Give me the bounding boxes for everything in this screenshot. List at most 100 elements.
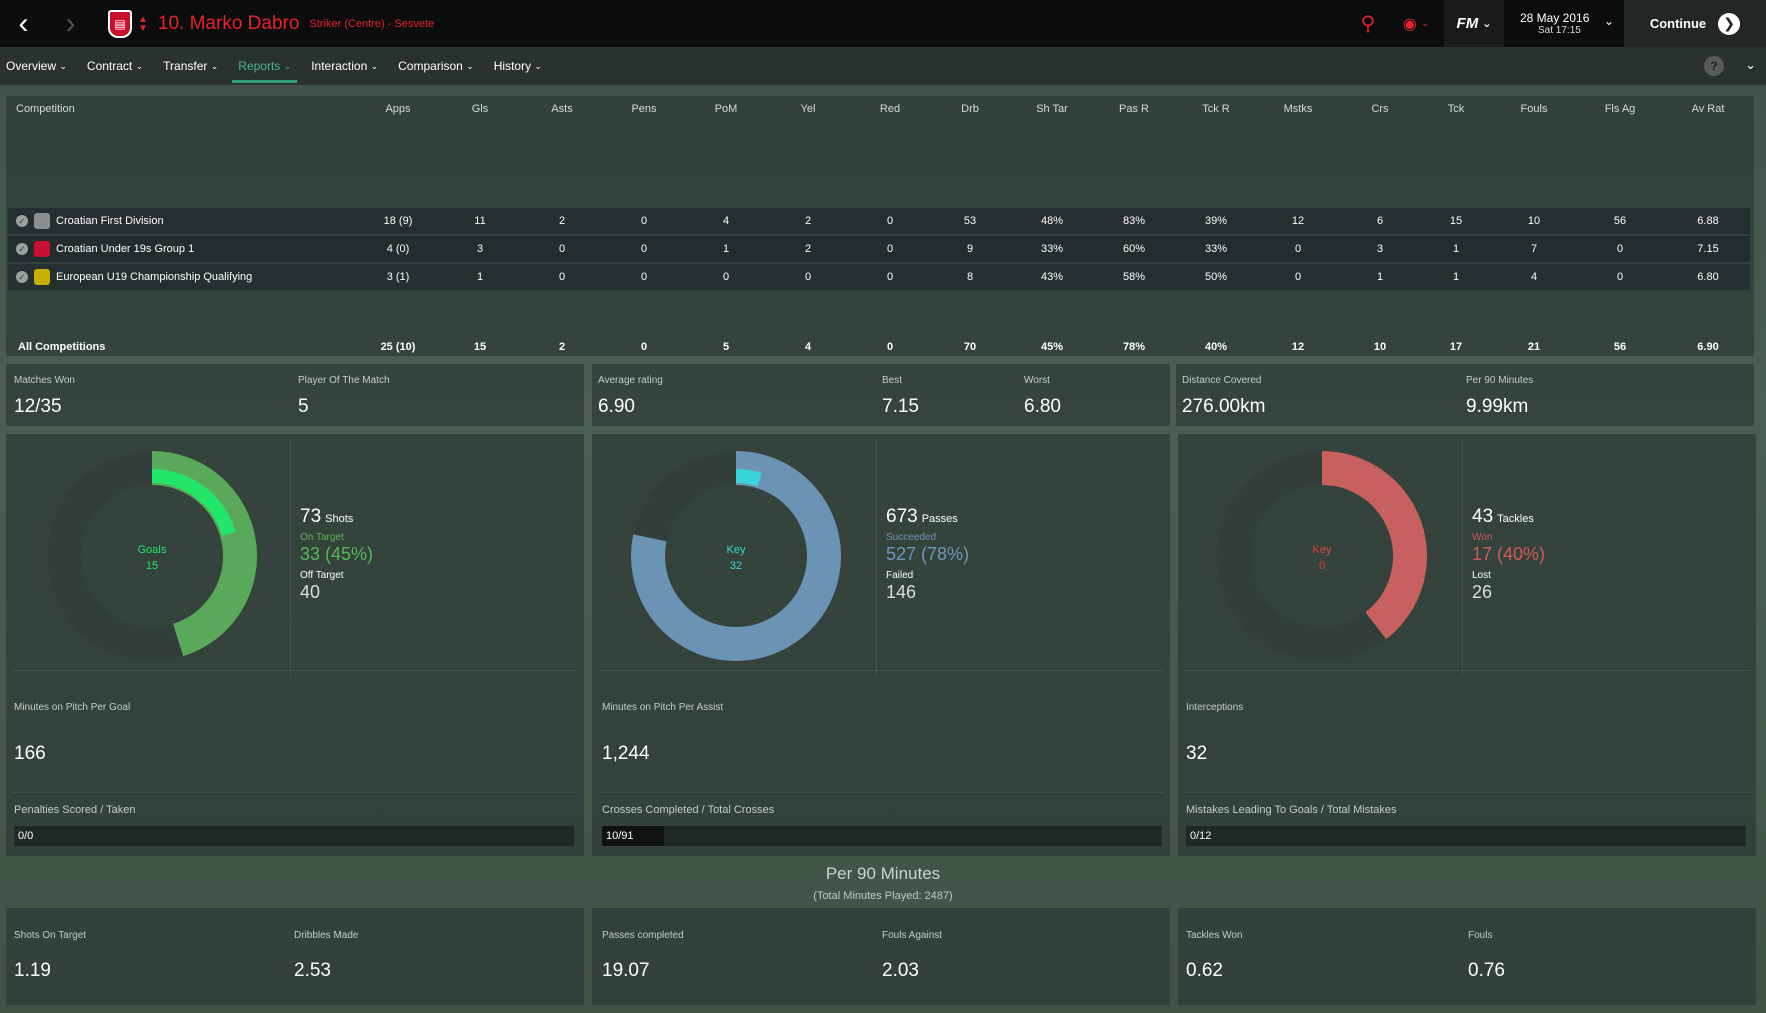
shots-ring	[151, 451, 257, 657]
tab-interaction[interactable]: Interaction ⌄	[305, 47, 384, 85]
avrat-cell: 6.80	[1697, 271, 1719, 283]
chevron-down-icon: ⌄	[370, 60, 379, 71]
crosses-value: 10/91	[606, 830, 634, 842]
chevron-down-icon[interactable]: ⌄	[1745, 57, 1756, 72]
pens-cell: 0	[640, 243, 648, 255]
shots-center-label: Goals	[138, 544, 167, 556]
interceptions-value: 32	[1186, 743, 1208, 764]
shtar-cell: 43%	[1040, 271, 1064, 283]
shots-inner-ring	[151, 469, 236, 537]
on-target-value: 33 (45%)	[300, 544, 374, 564]
column-header[interactable]: Sh Tar	[1036, 103, 1068, 115]
red-cell: 0	[886, 271, 894, 283]
table-row[interactable]: ✓ Croatian Under 19s Group 1 4 (0) 3 0 0 1 2 0 9 3…	[8, 236, 1750, 262]
column-header[interactable]: Yel	[800, 103, 816, 115]
flsag-cell: 56	[1613, 215, 1627, 227]
mistakes-bar-fill: 0/12	[1186, 826, 1746, 846]
column-header[interactable]: Apps	[385, 103, 411, 115]
table-row[interactable]: ✓ Croatian First Division 18 (9) 11 2 0 4 2 0 53 4…	[8, 208, 1750, 234]
check-icon[interactable]: ✓	[16, 243, 28, 255]
distance-per90-label: Per 90 Minutes	[1466, 375, 1534, 386]
column-header[interactable]: Mstks	[1283, 103, 1313, 115]
matches-won-value: 12/35	[14, 396, 62, 417]
competition-name[interactable]: Croatian First Division	[56, 215, 164, 227]
gls-cell: 3	[476, 243, 484, 255]
passes-failed-value: 146	[886, 582, 917, 602]
drb-cell: 9	[966, 243, 974, 255]
avg-rating-value: 6.90	[598, 396, 635, 417]
tackles-center-label: Key	[1313, 544, 1332, 556]
column-header[interactable]: Red	[879, 103, 901, 115]
column-header[interactable]: Av Rat	[1691, 103, 1725, 115]
tab-contract[interactable]: Contract ⌄	[81, 47, 149, 85]
shtar-cell: 48%	[1040, 215, 1064, 227]
date-display[interactable]: 28 May 2016 Sat 17:15 ⌄	[1504, 0, 1624, 47]
tab-transfer[interactable]: Transfer ⌄	[157, 47, 224, 85]
pasr-cell: 58%	[1122, 271, 1146, 283]
column-header[interactable]: Pens	[631, 103, 657, 115]
tackles-ring	[1321, 451, 1427, 640]
table-row[interactable]: ✓ European U19 Championship Qualifying 3 (…	[8, 264, 1750, 290]
current-date: 28 May 2016	[1520, 11, 1590, 25]
competition-name[interactable]: European U19 Championship Qualifying	[56, 271, 253, 283]
passes-donut-chart: Key 32	[631, 451, 841, 661]
column-header[interactable]: Pas R	[1119, 103, 1149, 115]
tab-overview[interactable]: Overview ⌄	[0, 47, 73, 85]
pens-cell: 0	[640, 341, 648, 353]
tackles-center-value: 0	[1319, 560, 1325, 572]
competition-name[interactable]: Croatian Under 19s Group 1	[56, 243, 195, 255]
asts-cell: 2	[558, 215, 566, 227]
player-switch-icon[interactable]: ▲ ▼	[138, 13, 148, 34]
apps-cell: 25 (10)	[380, 341, 416, 353]
table-header: Competition Apps Gls Asts Pens PoM Yel Red Drb Sh…	[8, 96, 1750, 122]
pom-cell: 4	[722, 215, 730, 227]
continue-button[interactable]: Continue ❯	[1624, 0, 1766, 47]
divider	[598, 670, 1164, 671]
column-header[interactable]: Tck	[1447, 103, 1465, 115]
column-header[interactable]: Asts	[551, 103, 573, 115]
crosses-label: Crosses Completed / Total Crosses	[602, 804, 775, 816]
column-header[interactable]: Gls	[471, 103, 489, 115]
forward-icon[interactable]: ›	[65, 6, 76, 40]
fm-label: FM	[1456, 15, 1479, 32]
tck-cell: 1	[1452, 271, 1460, 283]
club-menu-button[interactable]: ◉ ⌄	[1402, 15, 1430, 33]
column-header[interactable]: Drb	[961, 103, 979, 115]
back-icon[interactable]: ‹	[18, 6, 29, 40]
check-icon[interactable]: ✓	[16, 215, 28, 227]
tab-label: History	[493, 59, 532, 73]
drb-cell: 70	[963, 341, 977, 353]
continue-label: Continue	[1649, 16, 1707, 31]
column-header[interactable]: Tck R	[1202, 103, 1230, 115]
best-label: Best	[882, 375, 903, 386]
search-icon[interactable]: ⚲	[1360, 13, 1376, 35]
tab-reports[interactable]: Reports ⌄	[232, 47, 298, 85]
distance-label: Distance Covered	[1182, 375, 1262, 386]
yel-cell: 2	[804, 243, 812, 255]
fm-menu-button[interactable]: FM ⌄	[1444, 0, 1504, 47]
column-header[interactable]: Competition	[16, 103, 75, 115]
competition-cell: All Competitions	[18, 341, 106, 353]
passes-succeeded-value: 527 (78%)	[886, 544, 970, 564]
apps-cell: 3 (1)	[386, 271, 410, 283]
asts-cell: 0	[558, 243, 566, 255]
column-header[interactable]: PoM	[714, 103, 738, 115]
tab-history[interactable]: History ⌄	[488, 47, 548, 85]
shots-panel: Goals 15 73 Shots On Target 33 (45%) Off T…	[6, 434, 584, 856]
crosses-bar: 10/91	[602, 826, 1162, 846]
chevron-down-icon: ⌄	[210, 60, 219, 71]
tab-comparison[interactable]: Comparison ⌄	[392, 47, 480, 85]
help-icon[interactable]: ?	[1704, 56, 1724, 76]
column-header[interactable]: Fouls	[1520, 103, 1548, 115]
rating-panel: Average rating 6.90 Best 7.15 Worst 6.80	[592, 364, 1170, 426]
divider	[876, 440, 877, 676]
chevron-down-icon: ⌄	[1420, 18, 1430, 29]
column-header[interactable]: Crs	[1371, 103, 1389, 115]
column-header[interactable]: Fls Ag	[1604, 103, 1636, 115]
minutes-per-goal-value: 166	[14, 743, 46, 764]
mstks-cell: 0	[1294, 271, 1302, 283]
club-crest-icon[interactable]: ▤	[108, 9, 132, 38]
shtar-cell: 45%	[1040, 341, 1064, 353]
check-icon[interactable]: ✓	[16, 271, 28, 283]
player-role[interactable]: Striker (Centre) - Sesvete	[309, 17, 435, 30]
